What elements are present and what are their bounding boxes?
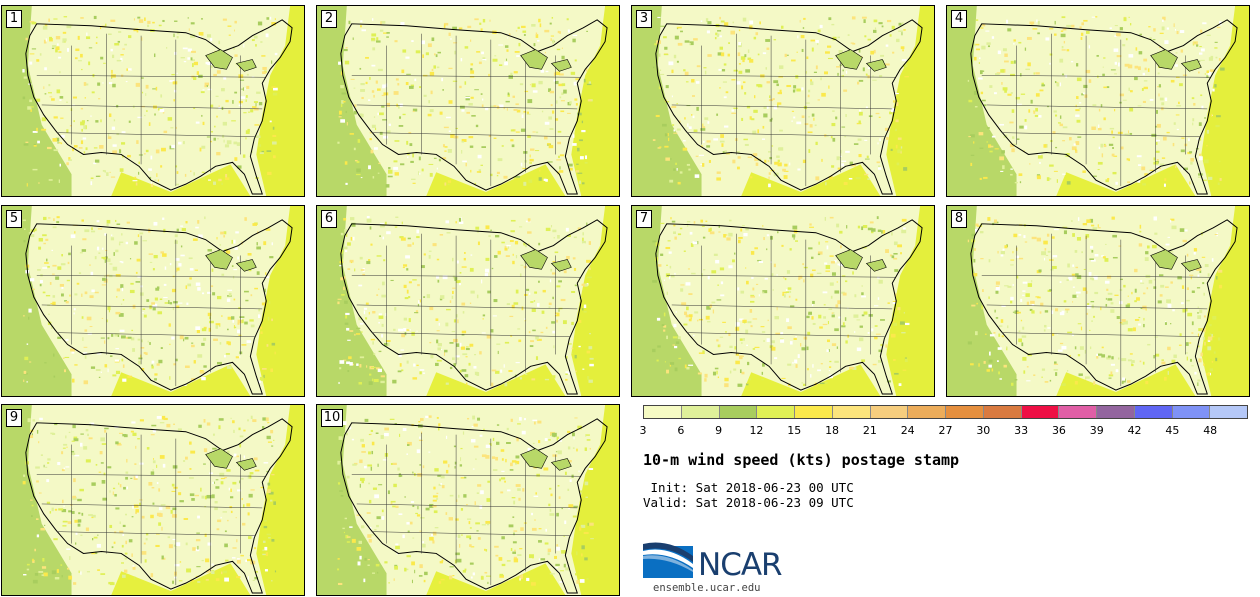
panel-number: 1 [6,10,22,28]
map-panel-6: 6 [316,205,620,397]
ncar-logo-icon [643,542,693,578]
wind-speed-map [317,6,619,196]
colorbar-tick-label: 33 [1014,424,1029,437]
colorbar-segment [946,406,984,418]
colorbar-segment [1172,406,1211,418]
colorbar-tick-label: 12 [749,424,764,437]
map-panel-8: 8 [946,205,1250,397]
wind-speed-map [632,206,934,396]
colorbar-segment [870,406,909,418]
wind-speed-map [947,6,1249,196]
colorbar-tick-label: 36 [1051,424,1066,437]
panel-number: 2 [321,10,337,28]
site-url: ensemble.ucar.edu [653,582,761,594]
map-panel-10: 10 [316,404,620,596]
panel-number: 10 [321,409,343,427]
chart-title: 10-m wind speed (kts) postage stamp [643,451,960,469]
colorbar-segment [1210,406,1247,418]
map-panel-3: 3 [631,5,935,197]
map-panel-4: 4 [946,5,1250,197]
colorbar-tick-label: 21 [862,424,877,437]
colorbar-segment [719,406,758,418]
panel-number: 5 [6,210,22,228]
colorbar-tick-label: 15 [787,424,802,437]
colorbar-tick-label: 27 [938,424,953,437]
colorbar-segment [1097,406,1135,418]
colorbar-tick-label: 42 [1127,424,1142,437]
colorbar-segment [1059,406,1097,418]
colorbar-tick-label: 39 [1089,424,1104,437]
colorbar-tick-label: 3 [639,424,647,437]
colorbar-segment [681,406,720,418]
colorbar-tick-label: 48 [1203,424,1218,437]
map-panel-2: 2 [316,5,620,197]
colorbar-segment [644,406,682,418]
colorbar-tick-label: 30 [976,424,991,437]
colorbar-segment [757,406,795,418]
map-panel-7: 7 [631,205,935,397]
wind-speed-map [632,6,934,196]
colorbar-segment [832,406,871,418]
valid-time: Valid: Sat 2018-06-23 09 UTC [643,495,854,510]
panel-number: 7 [636,210,652,228]
colorbar-tick-label: 45 [1165,424,1180,437]
colorbar-segment [1134,406,1173,418]
map-panel-9: 9 [1,404,305,596]
logo-text: NCAR [698,547,783,583]
wind-speed-map [2,206,304,396]
colorbar-tick-label: 24 [900,424,915,437]
wind-speed-map [317,405,619,595]
colorbar-tick-labels: 3 6 9 12 15 18 21 24 27 30 33 36 39 42 45 48 [639,424,1248,438]
colorbar-segment [1021,406,1060,418]
wind-speed-map [2,405,304,595]
colorbar-segment [908,406,946,418]
wind-speed-map [947,206,1249,396]
map-panel-5: 5 [1,205,305,397]
map-panel-1: 1 [1,5,305,197]
panel-number: 8 [951,210,967,228]
panel-number: 9 [6,409,22,427]
colorbar-segment [795,406,833,418]
colorbar-tick-label: 9 [715,424,723,437]
colorbar-tick-label: 18 [825,424,840,437]
panel-number: 3 [636,10,652,28]
colorbar [643,405,1248,419]
panel-number: 6 [321,210,337,228]
panel-number: 4 [951,10,967,28]
colorbar-tick-label: 6 [677,424,685,437]
init-time: Init: Sat 2018-06-23 00 UTC [643,480,854,495]
wind-speed-map [2,6,304,196]
colorbar-segment [983,406,1022,418]
wind-speed-map [317,206,619,396]
